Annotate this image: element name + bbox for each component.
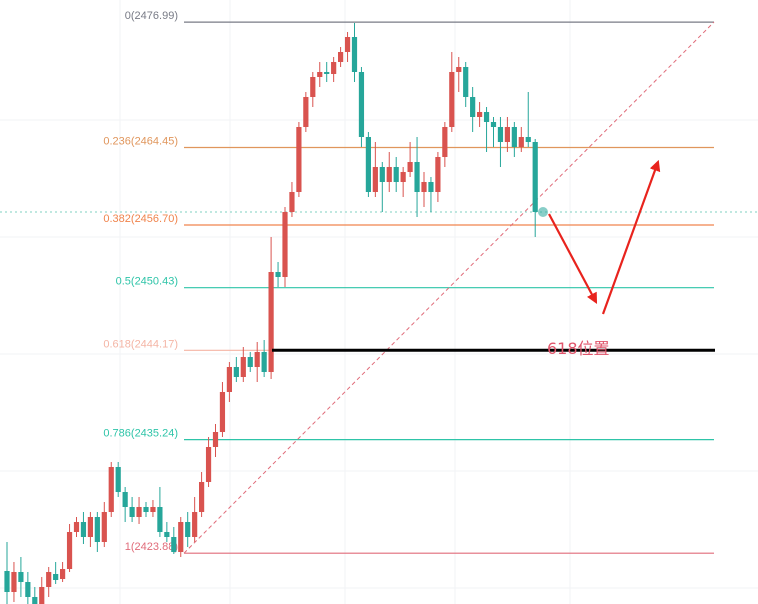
fib-label-0.236: 0.236(2464.45) bbox=[103, 136, 178, 148]
candle-body-18 bbox=[129, 507, 135, 517]
candle-body-24 bbox=[171, 537, 177, 552]
fib-label-0.382: 0.382(2456.70) bbox=[103, 213, 178, 225]
candle-body-54 bbox=[379, 167, 385, 182]
candle-body-16 bbox=[115, 467, 121, 492]
candle-body-28 bbox=[199, 482, 205, 512]
candle-body-21 bbox=[150, 507, 156, 512]
candle-body-29 bbox=[205, 447, 212, 482]
candle-body-45 bbox=[317, 72, 323, 77]
candle-body-23 bbox=[164, 532, 170, 537]
fib-label-0: 0(2476.99) bbox=[125, 10, 178, 22]
candle-body-68 bbox=[477, 112, 483, 117]
drawings-overlay bbox=[272, 159, 715, 352]
candle-body-32 bbox=[226, 367, 232, 392]
candle-body-65 bbox=[456, 67, 462, 72]
candle-body-44 bbox=[310, 77, 316, 97]
candle-body-48 bbox=[338, 52, 344, 62]
candle-body-67 bbox=[470, 97, 476, 117]
candle-body-8 bbox=[60, 569, 66, 579]
candle-body-39 bbox=[275, 272, 281, 277]
candle-body-59 bbox=[414, 162, 420, 192]
candle-body-6 bbox=[46, 572, 52, 587]
candle-body-50 bbox=[351, 37, 358, 72]
candle-body-17 bbox=[122, 492, 128, 507]
candle-body-38 bbox=[268, 272, 274, 372]
candle-body-71 bbox=[497, 127, 504, 142]
candle-body-9 bbox=[66, 532, 73, 569]
fib-trend-dashed bbox=[183, 21, 715, 554]
candle-body-33 bbox=[233, 367, 239, 377]
candle-body-27 bbox=[192, 512, 198, 537]
current-price-marker bbox=[538, 207, 548, 217]
candle-body-13 bbox=[94, 517, 100, 542]
candles bbox=[4, 23, 538, 604]
candle-body-31 bbox=[219, 392, 226, 432]
candle-body-63 bbox=[442, 127, 448, 157]
candle-body-7 bbox=[53, 574, 59, 580]
candle-body-41 bbox=[289, 192, 295, 212]
candle-body-74 bbox=[518, 137, 524, 147]
candle-body-70 bbox=[490, 122, 497, 127]
candle-body-49 bbox=[344, 37, 351, 52]
candle-body-19 bbox=[136, 507, 142, 517]
candle-body-43 bbox=[303, 97, 309, 127]
candle-body-26 bbox=[185, 522, 191, 537]
candle-body-60 bbox=[421, 182, 427, 192]
candle-body-57 bbox=[400, 172, 406, 182]
candle-body-55 bbox=[386, 167, 392, 182]
annotation-618: 618位置 bbox=[547, 339, 610, 358]
candle-body-61 bbox=[428, 182, 434, 192]
candle-body-51 bbox=[358, 72, 365, 137]
arrow-up bbox=[601, 159, 661, 315]
candle-body-35 bbox=[247, 357, 253, 367]
fib-label-0.5: 0.5(2450.43) bbox=[116, 276, 178, 288]
candle-body-56 bbox=[393, 167, 399, 182]
candle-body-64 bbox=[449, 72, 455, 127]
candle-body-14 bbox=[101, 512, 107, 542]
candle-body-62 bbox=[435, 157, 441, 192]
candle-body-25 bbox=[178, 522, 184, 552]
candle-body-53 bbox=[372, 167, 378, 192]
candle-body-58 bbox=[407, 162, 413, 172]
candle-body-37 bbox=[261, 352, 267, 372]
candle-body-20 bbox=[143, 507, 149, 512]
fib-label-1: 1(2423.88) bbox=[125, 541, 178, 553]
candle-body-4 bbox=[32, 597, 38, 604]
candle-body-15 bbox=[108, 467, 114, 512]
candle-body-40 bbox=[282, 212, 288, 277]
candle-body-12 bbox=[87, 517, 93, 537]
candle-body-2 bbox=[18, 572, 24, 582]
candle-body-22 bbox=[157, 507, 163, 532]
arrow-down bbox=[548, 213, 598, 304]
fib-label-0.618: 0.618(2444.17) bbox=[103, 338, 178, 350]
candle-body-72 bbox=[504, 127, 510, 142]
candle-body-5 bbox=[39, 587, 45, 604]
candle-body-34 bbox=[240, 357, 246, 377]
candle-body-73 bbox=[511, 127, 517, 147]
candle-body-46 bbox=[324, 72, 330, 74]
candle-body-1 bbox=[11, 572, 17, 592]
candle-body-75 bbox=[525, 137, 531, 142]
candle-body-42 bbox=[296, 127, 302, 192]
candle-body-69 bbox=[483, 112, 490, 122]
fib-label-0.786: 0.786(2435.24) bbox=[103, 428, 178, 440]
candle-body-76 bbox=[532, 142, 538, 212]
candle-body-47 bbox=[331, 62, 337, 74]
candle-body-36 bbox=[254, 352, 260, 367]
candle-body-0 bbox=[4, 571, 10, 592]
candle-body-30 bbox=[212, 432, 219, 447]
candle-body-11 bbox=[80, 522, 87, 537]
candle-body-52 bbox=[365, 137, 371, 192]
candle-body-10 bbox=[73, 522, 80, 532]
candle-body-66 bbox=[463, 67, 469, 97]
candle-body-3 bbox=[25, 582, 31, 597]
fibonacci-retracement: 0(2476.99) 0.236(2464.45) 0.382(2456.70) 0.… bbox=[0, 10, 758, 554]
